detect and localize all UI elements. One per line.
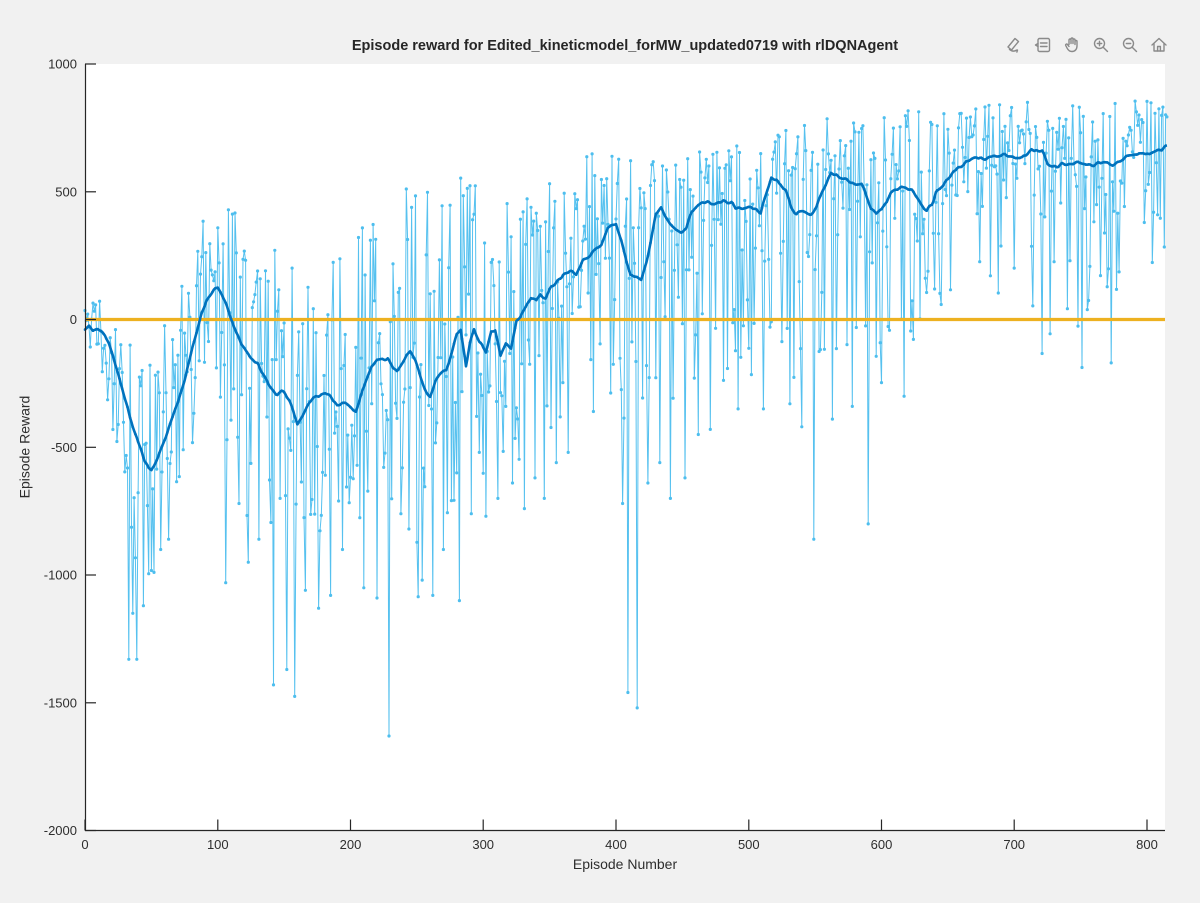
episode-reward-series [83,99,1169,738]
plot-area[interactable] [85,64,1165,831]
svg-text:-500: -500 [51,440,77,455]
svg-text:400: 400 [605,837,627,852]
datatips-icon[interactable] [1031,33,1055,57]
svg-text:-1000: -1000 [44,568,77,583]
average-reward-series [83,144,1168,472]
svg-text:-1500: -1500 [44,695,77,710]
svg-text:200: 200 [340,837,362,852]
svg-text:-2000: -2000 [44,823,77,838]
brush-icon[interactable] [1002,33,1026,57]
svg-text:500: 500 [738,837,760,852]
zoom-out-icon[interactable] [1118,33,1142,57]
svg-text:300: 300 [472,837,494,852]
svg-text:500: 500 [55,184,77,199]
svg-text:700: 700 [1003,837,1025,852]
svg-text:1000: 1000 [48,57,77,72]
zoom-in-icon[interactable] [1089,33,1113,57]
chart-title: Episode reward for Edited_kineticmodel_f… [351,38,899,54]
x-axis-label: Episode Number [572,856,678,872]
svg-text:800: 800 [1136,837,1158,852]
y-axis-label: Episode Reward [16,395,33,499]
axes-toolbar [1002,33,1171,57]
restore-view-icon[interactable] [1147,33,1171,57]
pan-icon[interactable] [1060,33,1084,57]
axes [84,63,1165,832]
tick-labels: 0 100 200 300 400 500 600 700 800 -2000 -1500 -1000… [44,57,1158,853]
svg-text:0: 0 [81,837,88,852]
svg-text:600: 600 [871,837,893,852]
svg-text:100: 100 [207,837,229,852]
svg-text:0: 0 [70,312,77,327]
